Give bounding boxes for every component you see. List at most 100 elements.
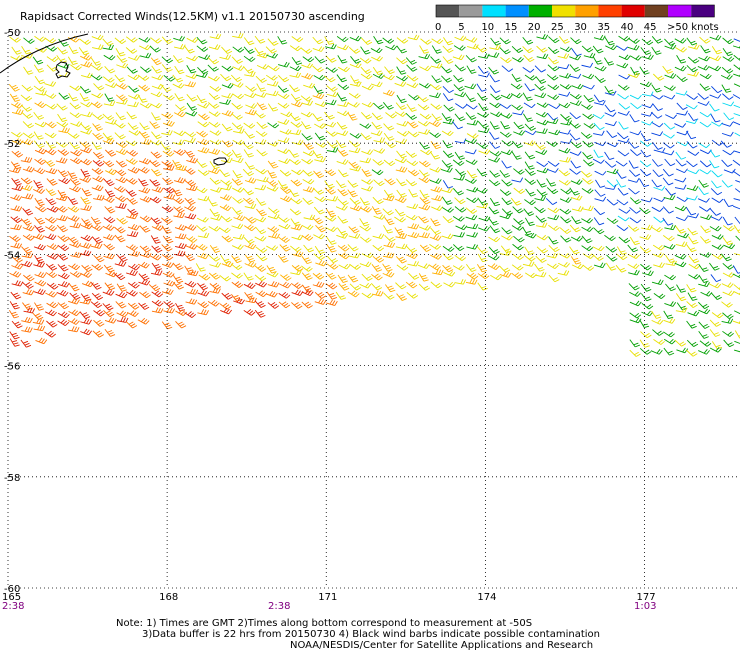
wind-barb [453, 244, 465, 252]
wind-barb [79, 298, 92, 305]
wind-barb [617, 150, 630, 157]
wind-barb [594, 75, 606, 83]
wind-barb [68, 298, 80, 305]
wind-barb [22, 165, 35, 173]
wind-barb [80, 61, 93, 68]
wind-barb [443, 104, 455, 112]
wind-barb [489, 170, 501, 178]
wind-barb [674, 205, 687, 212]
wind-barb [80, 271, 92, 278]
wind-barb [629, 236, 640, 246]
wind-barb [46, 205, 59, 213]
latitude-label: -52 [4, 139, 20, 150]
wind-barb [442, 45, 454, 53]
wind-barb [499, 213, 512, 220]
wind-barb [91, 263, 104, 271]
wind-barb [243, 37, 255, 46]
wind-barb [395, 102, 407, 110]
wind-barb [20, 177, 33, 185]
wind-barb [618, 35, 631, 42]
wind-barb [629, 339, 640, 348]
wind-barb [641, 38, 654, 46]
wind-barb [534, 92, 547, 99]
wind-barb [396, 150, 407, 159]
wind-barb [452, 188, 464, 196]
wind-barb [80, 146, 92, 154]
wind-barb [396, 45, 407, 54]
wind-barb [687, 71, 699, 77]
wind-barb [629, 114, 640, 123]
wind-barb [582, 177, 594, 185]
wind-barb [44, 121, 57, 129]
wind-barb [569, 168, 581, 175]
wind-barb [23, 307, 36, 314]
legend-tick-label: >50 knots [667, 22, 719, 33]
wind-barb [289, 129, 302, 136]
wind-barb [662, 133, 675, 139]
wind-barb [406, 203, 419, 210]
wind-barb [698, 55, 711, 62]
wind-barb [289, 208, 302, 216]
wind-barb [291, 169, 304, 176]
wind-barb [452, 265, 465, 271]
wind-barb [208, 102, 220, 109]
wind-barb [734, 132, 740, 137]
wind-barb [184, 167, 196, 175]
wind-barb [104, 189, 116, 198]
wind-barb [137, 317, 150, 325]
wind-barb [186, 94, 198, 102]
wind-barb [674, 177, 687, 183]
wind-barb [686, 185, 699, 191]
wind-barb [677, 232, 690, 239]
wind-barb [196, 94, 207, 104]
wind-barb [699, 121, 712, 128]
wind-barb [289, 65, 302, 72]
wind-barb [510, 83, 523, 90]
wind-barb [233, 214, 246, 222]
wind-barb [336, 36, 349, 43]
wind-barb [185, 110, 198, 117]
wind-barb [676, 168, 688, 174]
wind-barb [676, 75, 688, 83]
wind-barb [197, 252, 209, 260]
wind-barb [697, 101, 710, 106]
wind-barb [628, 37, 640, 44]
wind-barb [361, 149, 374, 155]
wind-barb [630, 102, 642, 109]
wind-barb [46, 320, 58, 328]
wind-barb [163, 74, 176, 82]
wind-barb [172, 139, 185, 146]
wind-barb [242, 66, 254, 74]
wind-barb [278, 158, 291, 164]
wind-barb [547, 94, 560, 100]
wind-barb [244, 92, 257, 99]
wind-barb [10, 242, 23, 249]
wind-barb [454, 151, 465, 160]
wind-barb [488, 179, 501, 187]
wind-barb [662, 217, 673, 226]
wind-barb [243, 282, 256, 289]
wind-barb [582, 84, 595, 90]
wind-barb [466, 197, 479, 204]
wind-barb [58, 92, 70, 100]
wind-barb [126, 310, 139, 317]
wind-barb [78, 47, 90, 56]
wind-barb [149, 121, 161, 129]
wind-barb [208, 167, 220, 175]
wind-barb [582, 140, 594, 148]
wind-barb [102, 132, 114, 141]
wind-barb [80, 86, 91, 94]
wind-barb [93, 194, 105, 201]
wind-barb [581, 45, 594, 53]
wind-barb [115, 291, 128, 299]
wind-barb [45, 197, 57, 206]
wind-barb [615, 179, 627, 188]
wind-barb [641, 91, 654, 97]
longitude-label: 165 [2, 592, 21, 603]
wind-barb [175, 104, 187, 112]
wind-barb [534, 206, 546, 214]
wind-barb [627, 263, 640, 270]
wind-barb [312, 113, 324, 122]
wind-barb [209, 208, 220, 217]
wind-barb [303, 142, 314, 150]
